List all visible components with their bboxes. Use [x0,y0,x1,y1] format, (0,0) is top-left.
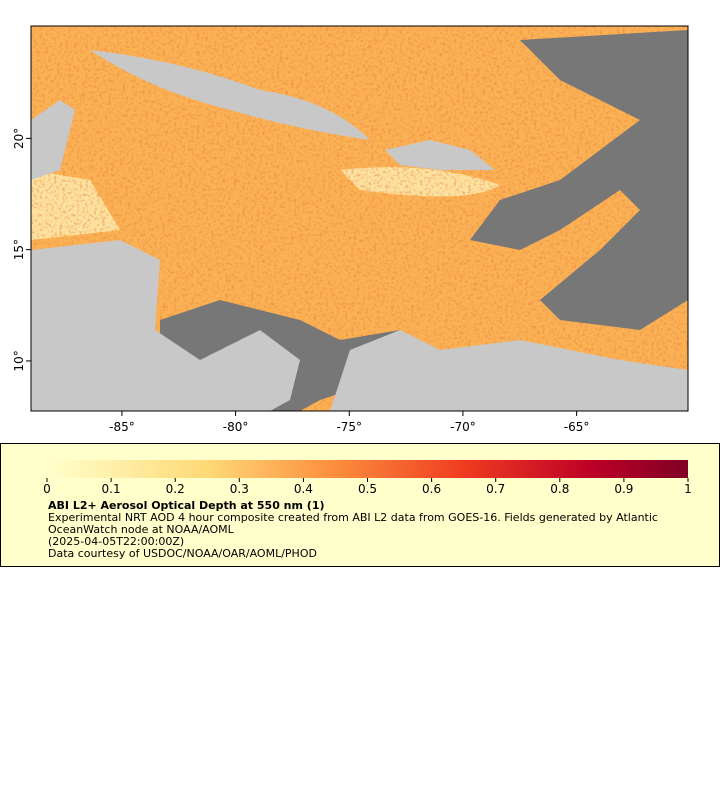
y-tick-label: 10° [12,350,26,371]
colorbar-tick-label: 0.4 [294,482,313,496]
x-tick-label: -85° [109,420,135,434]
legend-credit: Data courtesy of USDOC/NOAA/OAR/AOML/PHO… [48,547,317,560]
colorbar-tick-label: 0.1 [102,482,121,496]
colorbar-tick-label: 0.5 [358,482,377,496]
colorbar [47,460,688,478]
legend-title: ABI L2+ Aerosol Optical Depth at 550 nm … [48,499,325,512]
y-tick-label: 15° [12,239,26,260]
x-tick-label: -75° [336,420,362,434]
x-tick-label: -80° [223,420,249,434]
colorbar-tick-label: 0.7 [486,482,505,496]
x-tick-label: -65° [564,420,590,434]
x-tick-label: -70° [450,420,476,434]
colorbar-tick-label: 0.6 [422,482,441,496]
colorbar-tick-label: 0.9 [614,482,633,496]
colorbar-tick-label: 0 [43,482,51,496]
map-image [31,26,688,411]
y-tick-label: 20° [12,128,26,149]
legend-description: Experimental NRT AOD 4 hour composite cr… [48,511,658,536]
colorbar-tick-label: 0.8 [550,482,569,496]
map-frame [30,25,689,412]
colorbar-tick-label: 0.2 [166,482,185,496]
colorbar-tick-label: 1 [684,482,692,496]
colorbar-tick-label: 0.3 [230,482,249,496]
legend-time: (2025-04-05T22:00:00Z) [48,535,185,548]
